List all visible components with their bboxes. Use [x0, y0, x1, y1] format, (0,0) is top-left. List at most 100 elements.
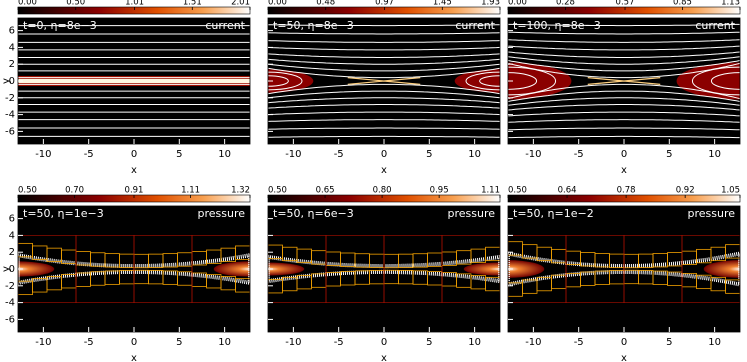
colorbar-label: 1.05 — [721, 186, 740, 196]
field-line — [268, 67, 500, 79]
field-image — [508, 235, 740, 303]
amr-block — [725, 279, 740, 294]
colorbar-label: 0.50 — [66, 0, 85, 8]
x-tick-label: 10 — [708, 149, 721, 160]
field-line — [508, 135, 740, 139]
field-line — [508, 97, 740, 106]
y-tick-label: 2 — [9, 59, 15, 70]
panel-title: t=50, η=6e−3 — [273, 207, 354, 220]
island-contour — [710, 72, 740, 90]
field-image — [18, 235, 250, 303]
field-line — [268, 135, 500, 138]
colorbar-label: 1.93 — [481, 0, 500, 8]
field-line — [508, 62, 740, 79]
x-axis-label: x — [131, 165, 137, 176]
colorbar — [507, 194, 741, 203]
y-tick-label: -4 — [5, 110, 15, 121]
colorbar-label: 2.01 — [231, 0, 250, 8]
amr-block — [485, 276, 500, 292]
panel: -10 -5 0 5 10 -6 -4 -2 0 2 4 6 x y t=0, η=8e−3 current 0… — [1, 0, 251, 176]
field-line — [268, 58, 500, 65]
field-line — [268, 32, 500, 35]
field-line — [508, 56, 740, 65]
colorbar-label: 0.80 — [373, 186, 392, 196]
x-tick-label: 5 — [176, 337, 182, 348]
plasmoid — [213, 261, 250, 277]
colorbar-label: 1.13 — [721, 0, 740, 8]
y-axis-label: y — [1, 266, 12, 272]
x-tick-label: 5 — [666, 149, 672, 160]
colorbar-label: 0.00 — [18, 0, 37, 8]
panel-title: t=50, η=1e−2 — [513, 207, 594, 220]
amr-block — [725, 244, 740, 259]
x-axis-label: x — [381, 353, 387, 362]
plasmoid — [268, 262, 305, 276]
field-line — [268, 97, 500, 104]
x-axis-label: x — [381, 165, 387, 176]
amr-block — [485, 246, 500, 262]
field-line — [508, 90, 740, 102]
field-line — [268, 119, 500, 122]
y-tick-label: 0 — [9, 76, 15, 87]
island — [676, 62, 740, 100]
amr-coarse — [441, 235, 500, 303]
y-tick-label: -4 — [5, 298, 15, 309]
x-tick-label: 0 — [131, 149, 137, 160]
amr-coarse — [191, 235, 250, 303]
colorbar-label: 0.91 — [125, 186, 144, 196]
colorbar-label: 1.32 — [231, 186, 250, 196]
amr-block — [739, 241, 740, 256]
colorbar-label: 0.95 — [430, 186, 449, 196]
colorbar-label: 1.11 — [181, 186, 200, 196]
panel-title: t=50, η=1e−3 — [23, 207, 104, 220]
x-tick-label: 10 — [468, 149, 481, 160]
colorbar — [17, 6, 251, 15]
field-line — [268, 24, 500, 27]
colorbar-label: 0.50 — [508, 186, 527, 196]
x-tick-label: -5 — [574, 337, 584, 348]
x-axis-label: x — [621, 353, 627, 362]
amr-coarse — [681, 235, 740, 303]
x-tick-label: 10 — [218, 337, 231, 348]
x-tick-label: -10 — [35, 337, 51, 348]
field-line — [268, 53, 500, 58]
colorbar-label: 1.01 — [125, 0, 144, 8]
x-tick-label: -5 — [84, 149, 94, 160]
colorbar-label: 0.57 — [616, 0, 635, 8]
colorbar-label: 0.85 — [673, 0, 692, 8]
x-point — [347, 77, 421, 85]
panel-annotation: current — [205, 19, 245, 32]
colorbar-label: 0.65 — [316, 186, 335, 196]
colorbar-label: 0.50 — [268, 186, 287, 196]
field-line — [508, 60, 740, 72]
field-line — [508, 39, 740, 43]
island — [508, 62, 572, 100]
current-core — [18, 78, 250, 84]
x-tick-label: -10 — [285, 337, 301, 348]
field-line — [508, 51, 740, 58]
field-line — [268, 83, 500, 95]
colorbar-label: 0.50 — [18, 186, 37, 196]
x-tick-label: 0 — [381, 149, 387, 160]
field-line — [508, 119, 740, 123]
colorbar-label: 0.64 — [558, 186, 577, 196]
x-tick-label: -10 — [35, 149, 51, 160]
x-tick-label: -10 — [285, 149, 301, 160]
x-tick-label: -5 — [84, 337, 94, 348]
amr-block — [739, 282, 740, 297]
x-point — [587, 77, 661, 85]
x-tick-label: 5 — [426, 337, 432, 348]
colorbar — [267, 194, 501, 203]
field-line — [508, 23, 740, 27]
amr-block — [249, 242, 250, 258]
field-line — [508, 45, 740, 51]
field-line — [268, 104, 500, 109]
colorbar-label: 0.97 — [375, 0, 394, 8]
colorbar-label: 0.28 — [556, 0, 575, 8]
field-line — [508, 104, 740, 111]
plasmoid — [18, 261, 55, 277]
x-tick-label: 0 — [621, 149, 627, 160]
field-image — [508, 23, 740, 139]
colorbar-label: 0.00 — [268, 0, 287, 8]
